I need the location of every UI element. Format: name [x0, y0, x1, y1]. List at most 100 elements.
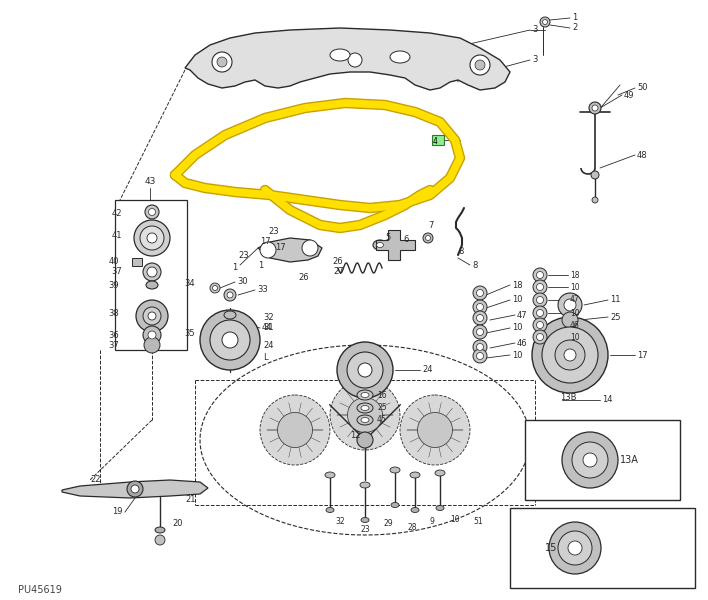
Circle shape	[533, 268, 547, 282]
Circle shape	[134, 220, 170, 256]
Circle shape	[131, 485, 139, 493]
Text: 47: 47	[570, 295, 580, 304]
Circle shape	[476, 289, 484, 296]
Circle shape	[473, 325, 487, 339]
Ellipse shape	[361, 406, 369, 410]
Text: 38: 38	[108, 310, 119, 319]
Circle shape	[348, 397, 382, 433]
Circle shape	[476, 343, 484, 350]
Circle shape	[423, 233, 433, 243]
Text: 23: 23	[268, 227, 279, 236]
Text: 37: 37	[111, 268, 122, 277]
Circle shape	[473, 300, 487, 314]
Text: 10: 10	[512, 323, 523, 332]
Circle shape	[357, 432, 373, 448]
Circle shape	[149, 208, 156, 215]
Text: 10: 10	[570, 283, 580, 292]
Circle shape	[330, 380, 400, 450]
Polygon shape	[258, 238, 322, 262]
Text: 22: 22	[90, 475, 101, 485]
Text: 15: 15	[545, 543, 557, 553]
Text: 5: 5	[385, 233, 390, 242]
Text: 16: 16	[377, 391, 387, 400]
Circle shape	[148, 312, 156, 320]
Circle shape	[476, 352, 484, 359]
Text: 33: 33	[257, 286, 268, 295]
Circle shape	[143, 307, 161, 325]
Text: 1: 1	[572, 13, 577, 22]
Text: L: L	[263, 353, 268, 362]
Circle shape	[470, 55, 490, 75]
Ellipse shape	[357, 390, 373, 400]
Text: 49: 49	[624, 91, 634, 100]
Ellipse shape	[391, 503, 399, 508]
Circle shape	[537, 271, 544, 278]
Text: 26: 26	[298, 274, 309, 283]
Bar	[432, 135, 444, 145]
Text: 18: 18	[570, 271, 580, 280]
Ellipse shape	[146, 281, 158, 289]
Circle shape	[400, 395, 470, 465]
Circle shape	[200, 310, 260, 370]
Text: 46: 46	[570, 320, 580, 329]
Text: 23: 23	[360, 526, 370, 535]
Ellipse shape	[377, 242, 384, 247]
Text: 9: 9	[430, 517, 435, 527]
Circle shape	[533, 293, 547, 307]
Circle shape	[278, 413, 312, 448]
Text: 28: 28	[407, 523, 417, 532]
Circle shape	[348, 53, 362, 67]
Text: 26: 26	[332, 257, 343, 266]
Text: 47: 47	[517, 311, 527, 319]
Circle shape	[147, 267, 157, 277]
Ellipse shape	[326, 508, 334, 512]
Ellipse shape	[436, 505, 444, 511]
Text: 32: 32	[263, 313, 273, 323]
Text: 13B: 13B	[560, 392, 576, 401]
Text: PU45619: PU45619	[18, 585, 62, 595]
Circle shape	[568, 541, 582, 555]
Circle shape	[592, 105, 598, 111]
Text: 6: 6	[403, 235, 409, 245]
Circle shape	[155, 535, 165, 545]
Circle shape	[144, 337, 160, 353]
Text: 10: 10	[512, 350, 523, 359]
Circle shape	[537, 296, 544, 304]
Circle shape	[473, 340, 487, 354]
Text: 25: 25	[377, 403, 387, 413]
Circle shape	[542, 19, 547, 25]
Text: 10: 10	[512, 295, 523, 304]
Circle shape	[475, 60, 485, 70]
Text: 10: 10	[570, 308, 580, 317]
Circle shape	[302, 240, 318, 256]
Circle shape	[537, 322, 544, 329]
Text: 31: 31	[263, 323, 273, 332]
Circle shape	[210, 283, 220, 293]
Circle shape	[210, 320, 250, 360]
Circle shape	[147, 233, 157, 243]
Circle shape	[549, 522, 601, 574]
Circle shape	[473, 311, 487, 325]
Circle shape	[592, 197, 598, 203]
Circle shape	[358, 363, 372, 377]
Circle shape	[426, 235, 430, 241]
Text: 17: 17	[260, 238, 270, 247]
Text: 3: 3	[532, 55, 537, 64]
Text: 21: 21	[185, 496, 195, 505]
Ellipse shape	[357, 403, 373, 413]
Circle shape	[476, 314, 484, 322]
Text: 27: 27	[333, 268, 343, 277]
Text: 11: 11	[610, 295, 620, 304]
Text: 10: 10	[450, 515, 459, 524]
Text: 2: 2	[572, 23, 577, 32]
Circle shape	[558, 531, 592, 565]
Circle shape	[260, 242, 276, 258]
Ellipse shape	[361, 418, 369, 422]
Ellipse shape	[357, 415, 373, 425]
Text: 39: 39	[108, 280, 119, 289]
Ellipse shape	[361, 392, 369, 397]
Text: 24: 24	[263, 340, 273, 349]
Circle shape	[227, 292, 233, 298]
Text: 7: 7	[428, 220, 433, 229]
Circle shape	[127, 481, 143, 497]
